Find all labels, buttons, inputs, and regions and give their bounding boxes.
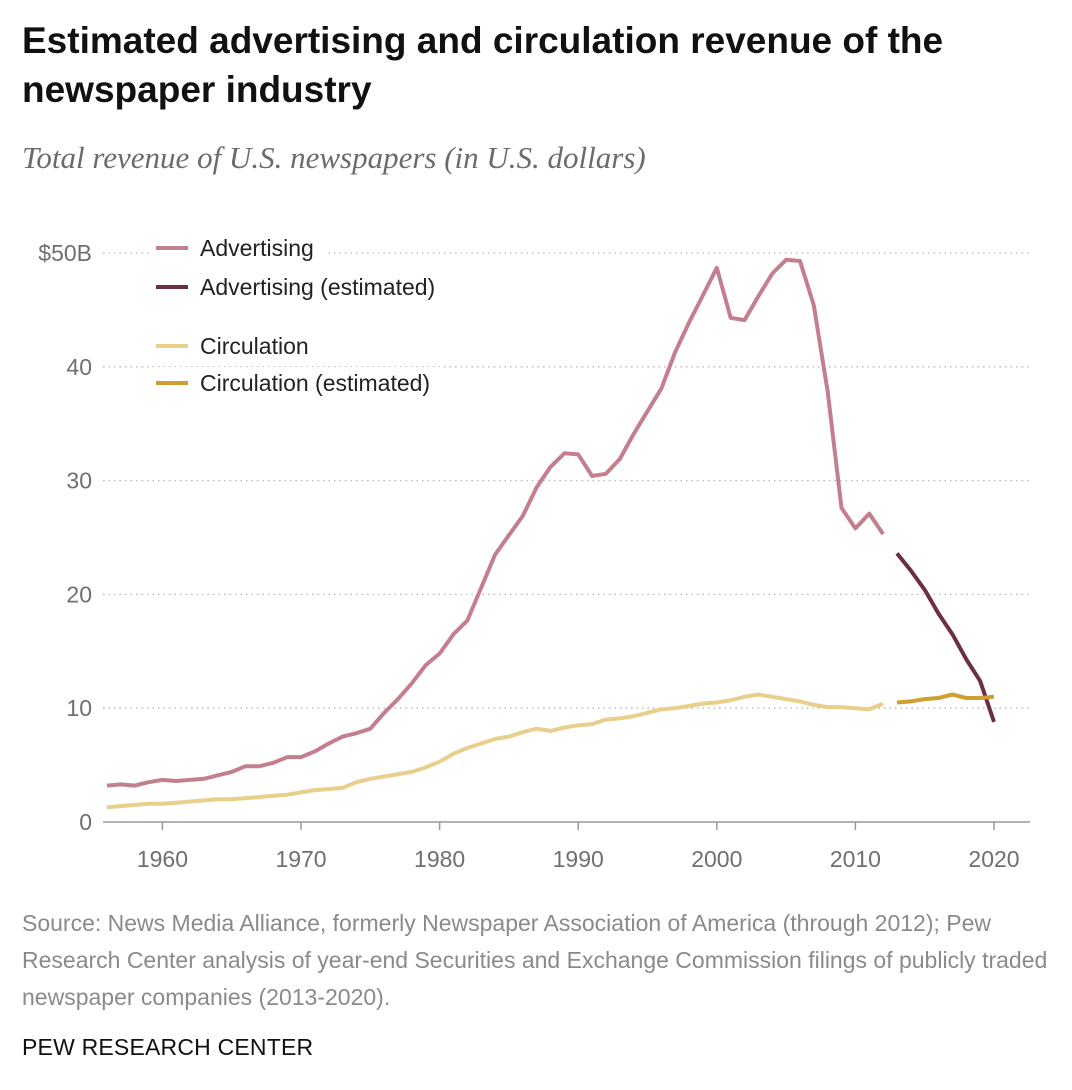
y-tick-label: 0 [79, 809, 92, 835]
chart-title: Estimated advertising and circulation re… [22, 20, 944, 110]
legend-label: Advertising (estimated) [200, 274, 435, 300]
x-tick-label: 2010 [830, 846, 881, 872]
line-chart: 0 10 20 30 40 $50B 1960 1970 1980 1990 2000 2010 202… [38, 232, 1030, 872]
x-tick-label: 1960 [137, 846, 188, 872]
x-tick-label: 2000 [691, 846, 742, 872]
y-tick-label: 30 [66, 468, 92, 494]
legend-label: Advertising [200, 235, 314, 261]
advertising-estimated-line [895, 552, 996, 723]
x-tick-label: 2020 [968, 846, 1019, 872]
legend-item-advertising: Advertising [150, 232, 326, 264]
legend-item-advertising-estimated: Advertising (estimated) [150, 271, 448, 303]
legend-label: Circulation (estimated) [200, 370, 430, 396]
x-tick-label: 1990 [553, 846, 604, 872]
circulation-estimated-line [896, 692, 995, 705]
legend-background [150, 367, 443, 399]
chart-area: 0 10 20 30 40 $50B 1960 1970 1980 1990 2000 2010 202… [0, 220, 1072, 880]
legend-item-circulation-estimated: Circulation (estimated) [150, 367, 443, 399]
y-tick-label: 10 [66, 695, 92, 721]
y-tick-label: 40 [66, 354, 92, 380]
x-tick-label: 1980 [414, 846, 465, 872]
series-lines [106, 257, 996, 810]
gridlines [103, 252, 1030, 709]
legend-item-circulation: Circulation [150, 330, 321, 362]
y-tick-label: 20 [66, 581, 92, 607]
legend-background [150, 271, 448, 303]
legend-label: Circulation [200, 333, 309, 359]
y-tick-label: $50B [38, 240, 92, 266]
advertising-line [106, 257, 885, 788]
circulation-line [106, 692, 884, 810]
chart-subtitle: Total revenue of U.S. newspapers (in U.S… [22, 140, 646, 175]
x-tick-label: 1970 [275, 846, 326, 872]
source-note: Source: News Media Alliance, formerly Ne… [22, 910, 1048, 1010]
legend: Advertising Advertising (estimated) Circul… [150, 232, 448, 399]
axes: 0 10 20 30 40 $50B 1960 1970 1980 1990 2000 2010 202… [38, 240, 1030, 872]
credit-label: PEW RESEARCH CENTER [22, 1034, 314, 1060]
